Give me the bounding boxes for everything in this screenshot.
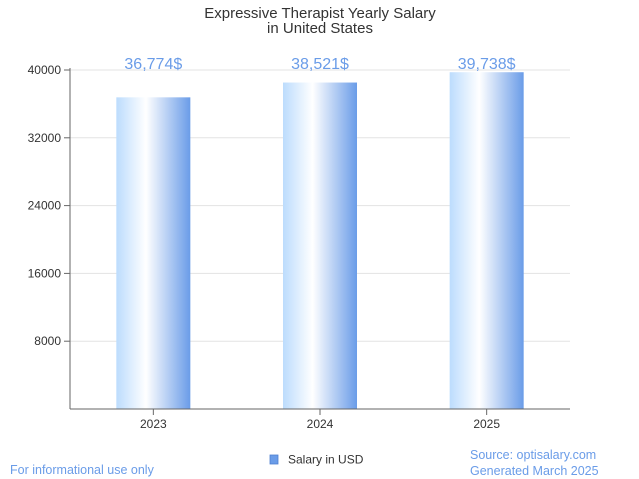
- chart-title-line-2: in United States: [267, 20, 373, 37]
- bar-2023: [116, 97, 191, 410]
- y-tick-label: 24000: [28, 199, 62, 213]
- chart-title-line-1: Expressive Therapist Yearly Salary: [204, 5, 436, 22]
- source-text: Source: optisalary.com: [470, 448, 597, 462]
- info-note: For informational use only: [10, 463, 154, 477]
- y-tick-label: 40000: [28, 63, 62, 77]
- legend-swatch: [269, 454, 279, 465]
- legend-label: Salary in USD: [288, 453, 364, 467]
- bars: 36,774$ 38,521$ 39,738$: [116, 56, 524, 410]
- x-tick-label: 2024: [307, 417, 334, 431]
- y-tick-label: 8000: [34, 334, 61, 348]
- generated-text: Generated March 2025: [470, 464, 599, 478]
- data-label-2025: 39,738$: [458, 56, 516, 73]
- bar-2024: [283, 82, 357, 410]
- axes: 8000 16000 24000 32000 40000 2023 2024 2025: [28, 63, 570, 431]
- source-block: Source: optisalary.com Generated March 2…: [470, 447, 599, 479]
- x-tick-label: 2025: [473, 417, 500, 431]
- y-tick-label: 16000: [28, 266, 62, 280]
- bar-2025: [449, 72, 524, 409]
- y-tick-label: 32000: [28, 131, 62, 145]
- x-tick-label: 2023: [140, 417, 167, 431]
- data-label-2023: 36,774$: [124, 56, 182, 73]
- legend: Salary in USD: [269, 453, 364, 467]
- data-label-2024: 38,521$: [291, 56, 349, 73]
